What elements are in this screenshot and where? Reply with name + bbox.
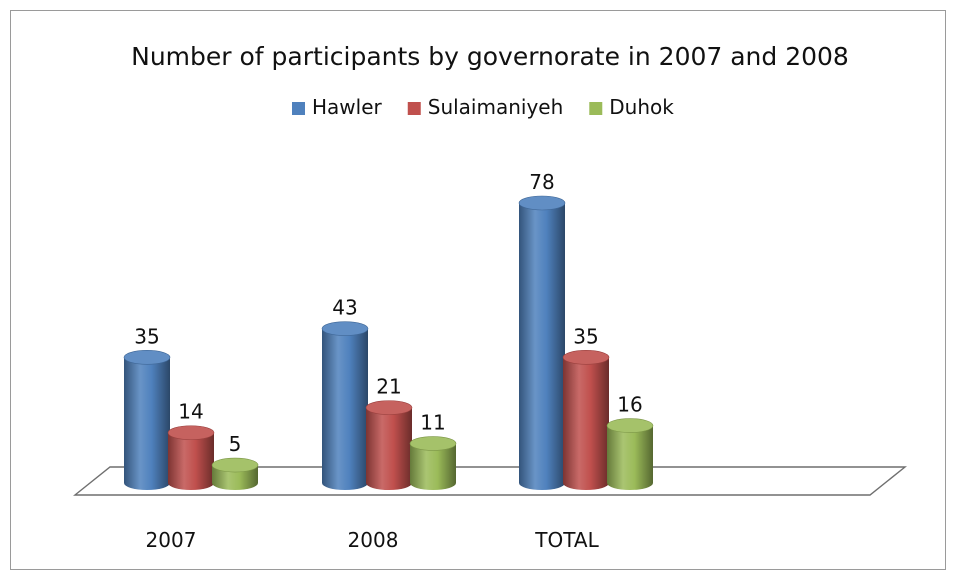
chart-title: Number of participants by governorate in… <box>131 42 849 71</box>
plot-area: 35 14 5 43 21 11 78 35 16 <box>123 170 654 490</box>
bar-top <box>409 436 457 451</box>
category-label-total: TOTAL <box>534 528 599 552</box>
legend-item-duhok: Duhok <box>589 95 674 119</box>
bar-duhok-2007: 5 <box>211 432 259 490</box>
legend-item-hawler: Hawler <box>292 95 383 119</box>
legend-label: Hawler <box>312 95 383 119</box>
data-label: 14 <box>178 400 203 424</box>
bar-top <box>365 400 413 415</box>
bar-sulaimaniyeh-2007: 14 <box>167 400 215 490</box>
bar-body <box>410 443 456 490</box>
bar-body <box>168 432 214 490</box>
bar-body <box>519 203 565 490</box>
bar-body <box>563 357 609 490</box>
data-label: 78 <box>529 170 554 194</box>
category-label-2007: 2007 <box>146 528 197 552</box>
data-label: 11 <box>420 411 445 435</box>
data-label: 35 <box>573 324 598 348</box>
data-label: 21 <box>376 375 401 399</box>
legend-swatch <box>589 102 603 115</box>
category-label-2008: 2008 <box>348 528 399 552</box>
legend-swatch <box>292 102 305 115</box>
bar-body <box>366 407 412 490</box>
bar-hawler-total: 78 <box>518 170 566 490</box>
legend-item-sulaimaniyeh: Sulaimaniyeh <box>407 95 564 119</box>
chart-floor <box>73 466 907 496</box>
category-labels: 2007 2008 TOTAL <box>146 528 600 552</box>
bar-body <box>607 425 653 490</box>
bar-duhok-total: 16 <box>606 393 654 490</box>
legend-label: Sulaimaniyeh <box>428 95 564 119</box>
data-label: 5 <box>229 432 242 456</box>
bar-top <box>562 350 610 365</box>
legend-swatch <box>407 102 421 115</box>
bar-sulaimaniyeh-total: 35 <box>562 324 610 490</box>
data-label: 35 <box>134 324 159 348</box>
data-label: 16 <box>617 393 642 417</box>
bar-top <box>518 195 566 211</box>
bar-top <box>321 321 369 336</box>
bar-body <box>322 328 368 490</box>
legend-label: Duhok <box>609 95 674 119</box>
bar-top <box>211 457 259 473</box>
legend: Hawler Sulaimaniyeh Duhok <box>292 95 674 119</box>
bar-top <box>606 418 654 433</box>
bar-sulaimaniyeh-2008: 21 <box>365 375 413 490</box>
bar-duhok-2008: 11 <box>409 411 457 490</box>
data-label: 43 <box>332 296 357 320</box>
bar-top <box>123 350 171 365</box>
bar-hawler-2008: 43 <box>321 296 369 490</box>
bar-top <box>167 425 215 441</box>
bar-body <box>124 357 170 490</box>
bar-hawler-2007: 35 <box>123 324 171 490</box>
